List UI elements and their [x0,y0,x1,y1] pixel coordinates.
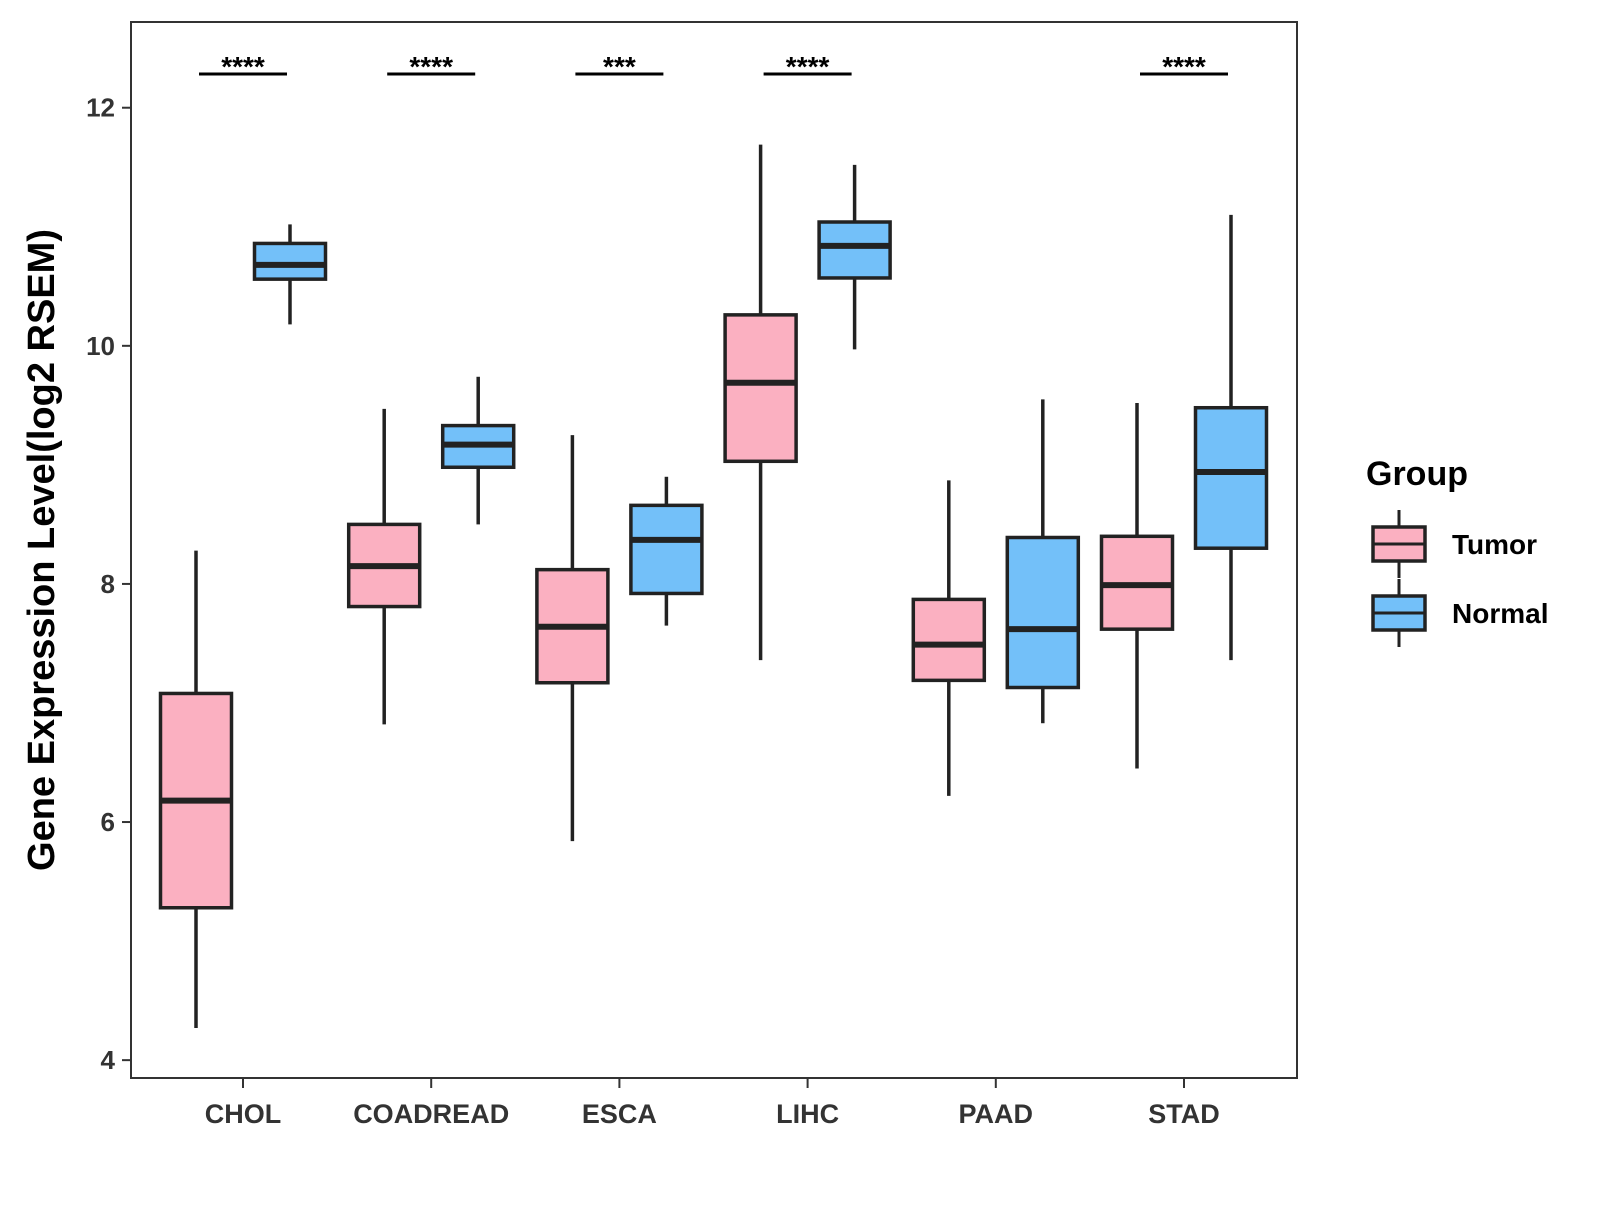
y-tick-label: 10 [86,331,115,361]
y-tick-label: 6 [101,807,115,837]
box-tumor-lihc-body [723,313,798,464]
x-tick-label-coadread: COADREAD [353,1099,509,1129]
significance-label-lihc: **** [786,51,830,82]
boxes-layer [158,144,1269,1028]
legend-label-tumor: Tumor [1452,529,1537,560]
x-tick-label-chol: CHOL [205,1099,282,1129]
box-normal-stad-body [1193,405,1269,550]
x-tick-label-esca: ESCA [582,1099,657,1129]
y-tick-label: 12 [86,93,115,123]
significance-label-chol: **** [221,51,265,82]
box-normal-esca-body [629,503,704,596]
axes-layer: 4 6 8 10 12 CHOL COADREAD ESCA LIHC PAAD STAD [86,93,1220,1129]
box-normal-paad-body [1005,535,1081,690]
y-tick-label: 8 [101,569,115,599]
x-tick-label-paad: PAAD [959,1099,1034,1129]
legend-label-normal: Normal [1452,598,1548,629]
y-tick-label: 4 [101,1045,116,1075]
significance-label-esca: *** [603,51,636,82]
x-tick-label-lihc: LIHC [776,1099,839,1129]
significance-label-stad: **** [1162,51,1206,82]
box-tumor-paad-body [911,597,987,683]
box-normal-lihc-body [817,220,892,280]
y-axis-title: Gene Expression Level(log2 RSEM) [21,229,63,871]
x-tick-label-stad: STAD [1148,1099,1220,1129]
legend-title: Group [1366,455,1468,493]
significance-label-coadread: **** [409,51,453,82]
significance-layer: **** **** *** **** **** [199,51,1228,82]
box-normal-chol-body [252,241,328,281]
legend: Group Tumor Normal [1366,455,1548,647]
plot-panel-border [130,21,1298,1079]
